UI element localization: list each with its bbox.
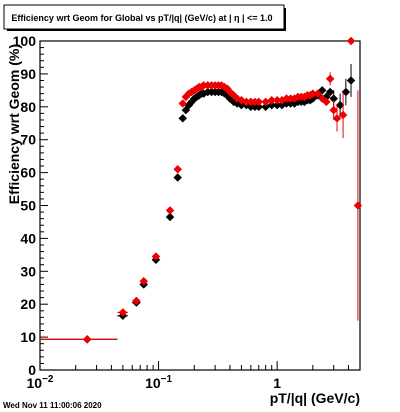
data-point-red (313, 89, 323, 98)
title-box: Efficiency wrt Geom for Global vs pT/|q|… (3, 4, 286, 31)
data-point-red (165, 206, 175, 215)
data-point-red (139, 276, 149, 286)
data-point-red (325, 74, 335, 84)
y-tick-label: 10 (20, 329, 36, 345)
x-tick-labels: 10−2 10−1 1 (27, 374, 282, 391)
chart-title: Efficiency wrt Geom for Global vs pT/|q|… (11, 13, 272, 23)
y-tick-label: 50 (20, 198, 36, 214)
x-tick-label: 10−1 (145, 374, 172, 391)
y-tick-label: 70 (20, 132, 36, 148)
y-tick-label: 30 (20, 263, 36, 279)
data-point-red (321, 97, 331, 107)
y-tick-label: 0 (28, 362, 36, 378)
data-point-black (173, 173, 183, 182)
y-tick-label: 80 (20, 99, 36, 115)
footer-timestamp: Wed Nov 11 11:00:06 2020 (3, 401, 102, 410)
data-point-red (82, 335, 92, 344)
data-point-red (338, 110, 348, 120)
data-point-red (332, 113, 342, 123)
data-point-black (341, 87, 351, 97)
data-point-red (178, 99, 188, 108)
y-tick-label: 100 (13, 33, 37, 49)
data-point-red (317, 94, 327, 103)
y-axis-label: Efficiency wrt Geom (%) (6, 44, 22, 204)
y-tick-label: 40 (20, 230, 36, 246)
data-point-red (353, 201, 363, 210)
data-point-black (165, 212, 175, 222)
data-point-black (325, 87, 335, 97)
data-point-black (178, 113, 188, 123)
axis-ticks (39, 40, 361, 371)
data-point-red (118, 308, 128, 317)
y-tick-label: 60 (20, 165, 36, 181)
y-tick-label: 20 (20, 296, 36, 312)
data-point-red (254, 97, 264, 107)
data-point-black (346, 76, 356, 85)
data-point-red (346, 36, 356, 46)
data-point-black (254, 102, 264, 112)
x-axis-label: pT/|q| (GeV/c) (270, 390, 360, 406)
data-series (40, 36, 363, 344)
data-point-red (232, 94, 242, 103)
data-point-red (132, 296, 141, 306)
x-tick-label: 1 (273, 375, 281, 391)
y-tick-labels: 0 10 20 30 40 50 60 70 80 90 100 (13, 33, 37, 378)
data-point-red (151, 252, 161, 261)
y-tick-label: 90 (20, 66, 36, 82)
x-tick-label: 10−2 (27, 374, 54, 391)
data-point-red (173, 164, 183, 174)
data-point-red (329, 105, 339, 115)
